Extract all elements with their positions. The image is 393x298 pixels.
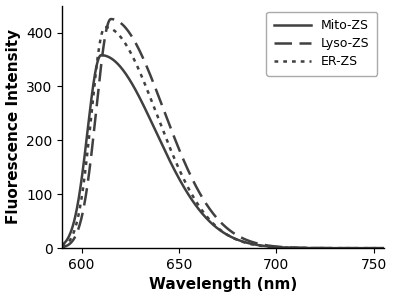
Mito-ZS <box>313 246 318 250</box>
Line: Mito-ZS: Mito-ZS <box>62 55 384 248</box>
ER-ZS <box>208 218 213 222</box>
Lyso-ZS <box>76 226 81 230</box>
Lyso-ZS <box>381 246 386 250</box>
ER-ZS <box>60 245 64 248</box>
Lyso-ZS <box>60 246 64 249</box>
Mito-ZS <box>60 243 64 247</box>
ER-ZS <box>76 213 81 216</box>
Y-axis label: Fluorescence Intensity: Fluorescence Intensity <box>6 29 20 224</box>
Mito-ZS <box>208 220 213 224</box>
Lyso-ZS <box>372 246 376 250</box>
ER-ZS <box>372 246 376 250</box>
Lyso-ZS <box>208 208 213 211</box>
Mito-ZS <box>76 197 81 201</box>
ER-ZS <box>372 246 377 250</box>
Lyso-ZS <box>216 218 221 222</box>
Legend: Mito-ZS, Lyso-ZS, ER-ZS: Mito-ZS, Lyso-ZS, ER-ZS <box>266 12 377 76</box>
ER-ZS <box>313 246 318 250</box>
ER-ZS <box>381 246 386 250</box>
ER-ZS <box>103 25 108 29</box>
Line: Lyso-ZS: Lyso-ZS <box>62 19 384 248</box>
Line: ER-ZS: ER-ZS <box>62 27 384 248</box>
Mito-ZS <box>372 246 377 250</box>
Lyso-ZS <box>108 17 113 21</box>
ER-ZS <box>216 227 221 230</box>
Mito-ZS <box>99 53 104 57</box>
Mito-ZS <box>216 227 221 231</box>
Lyso-ZS <box>313 246 318 250</box>
Lyso-ZS <box>372 246 377 250</box>
Mito-ZS <box>381 246 386 250</box>
X-axis label: Wavelength (nm): Wavelength (nm) <box>149 277 297 292</box>
Mito-ZS <box>372 246 376 250</box>
